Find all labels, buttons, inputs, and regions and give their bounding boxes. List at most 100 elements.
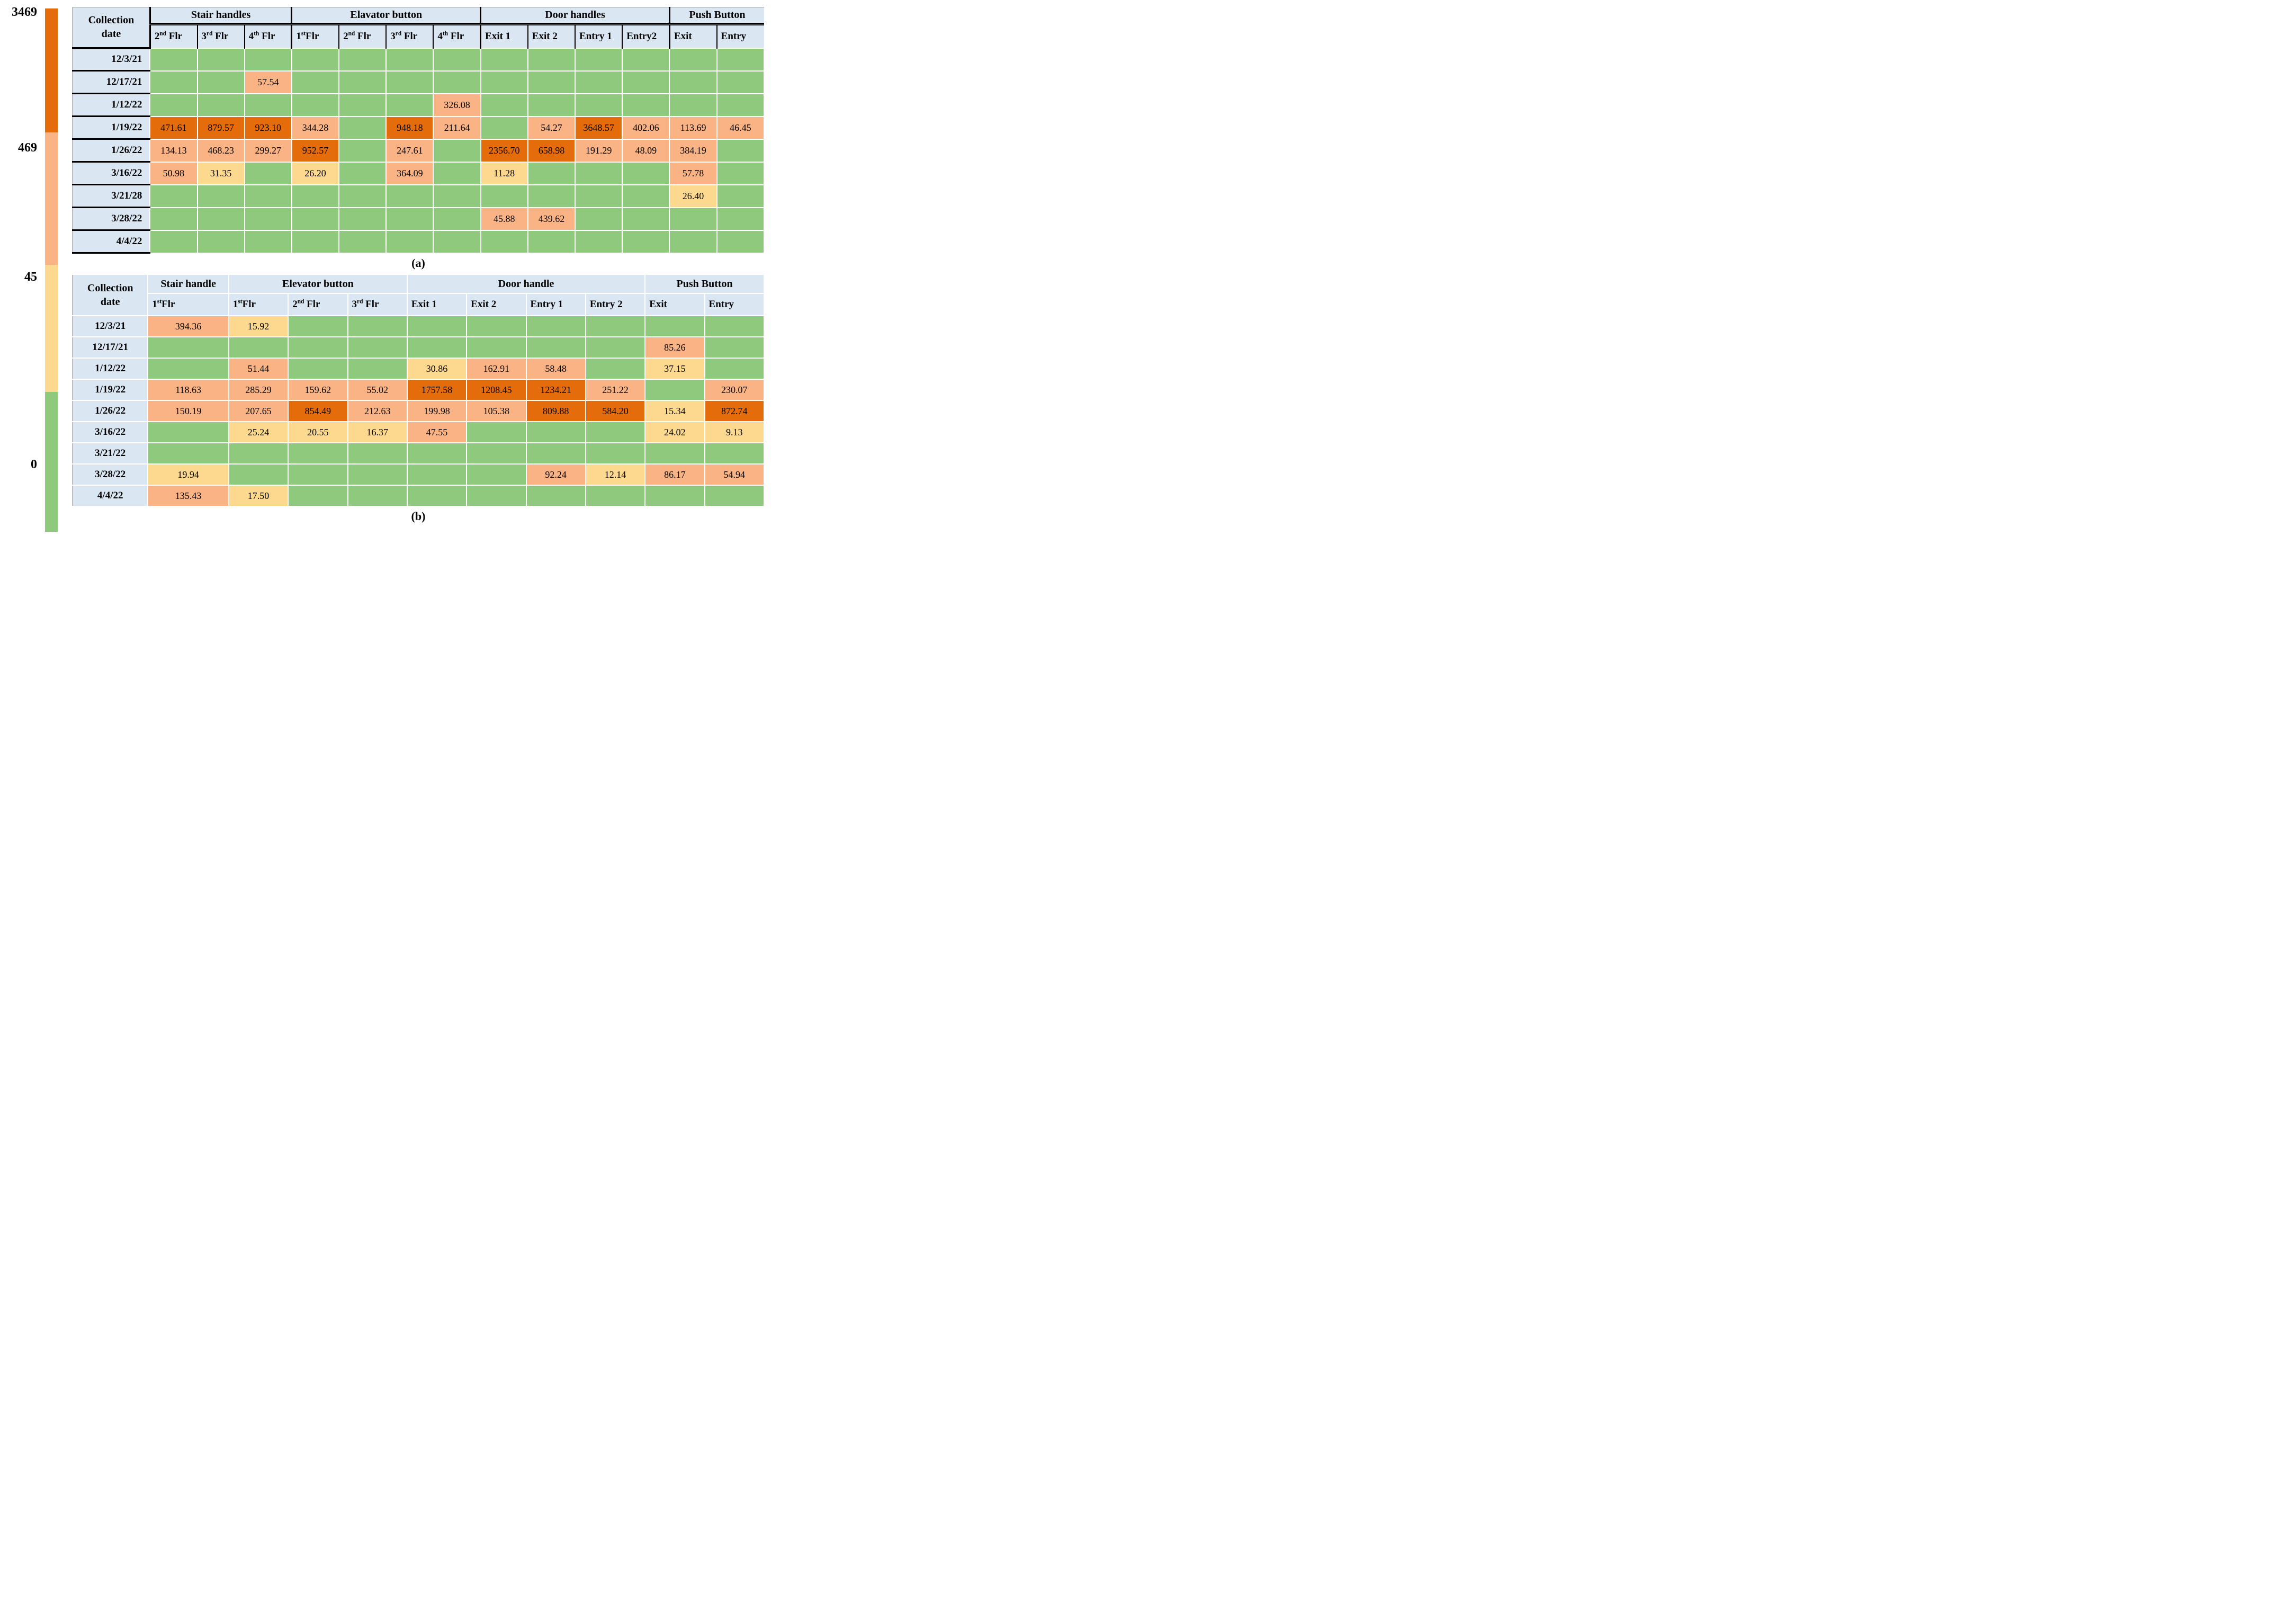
value-cell: 212.63 xyxy=(347,400,408,422)
value-cell xyxy=(433,161,481,185)
value-cell xyxy=(338,93,387,117)
tables-container: Collection date Stair handles Elavator butt… xyxy=(71,7,765,527)
value-cell: 85.26 xyxy=(644,336,705,359)
row-date: 3/21/28 xyxy=(71,184,150,208)
value-cell: 150.19 xyxy=(147,400,229,422)
value-cell xyxy=(291,47,340,72)
value-cell xyxy=(575,184,623,208)
value-cell: 384.19 xyxy=(669,138,718,163)
value-cell xyxy=(704,358,765,380)
value-cell xyxy=(196,93,245,117)
corner-header: Collection date xyxy=(71,7,151,49)
value-cell: 251.22 xyxy=(585,379,646,401)
value-cell xyxy=(575,93,623,117)
value-cell: 948.18 xyxy=(385,115,434,140)
value-cell xyxy=(575,229,623,254)
value-cell xyxy=(347,315,408,337)
value-cell: 105.38 xyxy=(466,400,527,422)
caption-a: (a) xyxy=(411,256,425,270)
value-cell xyxy=(196,47,245,72)
column-header: 3rd Flr xyxy=(196,24,245,48)
caption-b: (b) xyxy=(411,510,426,523)
value-cell: 247.61 xyxy=(385,138,434,163)
value-cell xyxy=(228,336,289,359)
table-a-surface-heatmap: Collection date Stair handles Elavator butt… xyxy=(71,7,765,254)
value-cell: 299.27 xyxy=(244,138,292,163)
heatmap-figure: 3469 469 45 0 Collection date Stair handle… xyxy=(0,0,765,536)
group-header: Stair handle xyxy=(147,274,229,294)
value-cell xyxy=(669,70,718,94)
value-cell: 17.50 xyxy=(228,485,289,507)
value-cell: 923.10 xyxy=(244,115,292,140)
value-cell xyxy=(288,315,348,337)
table-row: 1/12/22 326.08 xyxy=(71,93,765,117)
value-cell xyxy=(244,161,292,185)
value-cell xyxy=(149,70,198,94)
value-cell xyxy=(585,442,646,464)
value-cell: 952.57 xyxy=(291,138,340,163)
value-cell: 872.74 xyxy=(704,400,765,422)
column-header: 2nd Flr xyxy=(338,24,387,48)
value-cell: 402.06 xyxy=(622,115,670,140)
column-header: 2nd Flr xyxy=(288,293,348,316)
value-cell xyxy=(433,138,481,163)
value-cell xyxy=(338,138,387,163)
value-cell xyxy=(288,485,348,507)
column-header: 4th Flr xyxy=(244,24,292,48)
column-header: Entry xyxy=(716,24,764,48)
value-cell: 1208.45 xyxy=(466,379,527,401)
value-cell: 207.65 xyxy=(228,400,289,422)
column-header: 4th Flr xyxy=(433,24,481,48)
value-cell: 26.40 xyxy=(669,184,718,208)
row-date: 3/21/22 xyxy=(71,442,149,464)
value-cell xyxy=(585,336,646,359)
value-cell: 199.98 xyxy=(406,400,468,422)
row-date: 12/3/21 xyxy=(71,48,150,72)
value-cell xyxy=(716,184,765,208)
table-row: 3/21/28 26.40 xyxy=(71,184,765,208)
row-date: 1/26/22 xyxy=(71,400,149,422)
value-cell xyxy=(291,229,340,254)
column-header: Exit xyxy=(644,293,705,316)
column-header: Exit 2 xyxy=(527,24,576,48)
value-cell xyxy=(585,315,646,337)
table-row: 1/19/22 118.63 285.29 159.62 55.02 1757.58 120… xyxy=(71,379,765,401)
value-cell xyxy=(291,93,340,117)
value-cell xyxy=(406,336,468,359)
value-cell xyxy=(196,229,245,254)
value-cell: 135.43 xyxy=(147,485,229,507)
colorbar-segment-mid xyxy=(45,132,58,265)
value-cell xyxy=(385,207,434,231)
value-cell: 364.09 xyxy=(385,161,434,185)
value-cell: 30.86 xyxy=(406,358,468,380)
value-cell xyxy=(196,70,245,94)
value-cell xyxy=(575,161,623,185)
value-cell xyxy=(433,47,481,72)
value-cell: 879.57 xyxy=(196,115,245,140)
value-cell xyxy=(644,315,705,337)
value-cell xyxy=(669,229,718,254)
value-cell: 658.98 xyxy=(527,138,576,163)
value-cell xyxy=(338,184,387,208)
group-header: Door handle xyxy=(406,274,646,294)
value-cell xyxy=(288,336,348,359)
value-cell xyxy=(228,463,289,486)
value-cell xyxy=(385,70,434,94)
row-date: 12/17/21 xyxy=(71,70,150,94)
value-cell xyxy=(338,47,387,72)
row-date: 1/12/22 xyxy=(71,93,150,117)
value-cell xyxy=(385,47,434,72)
group-header: Elavator button xyxy=(291,7,481,25)
value-cell xyxy=(466,315,527,337)
table-row: 12/3/21 394.36 15.92 xyxy=(71,315,765,337)
column-header: 2nd Flr xyxy=(149,24,198,48)
value-cell: 471.61 xyxy=(149,115,198,140)
value-cell xyxy=(244,47,292,72)
legend-label-max: 3469 xyxy=(12,5,37,19)
value-cell xyxy=(480,184,528,208)
value-cell: 118.63 xyxy=(147,379,229,401)
value-cell xyxy=(406,463,468,486)
value-cell xyxy=(291,70,340,94)
row-date: 12/3/21 xyxy=(71,315,149,337)
value-cell xyxy=(466,421,527,443)
